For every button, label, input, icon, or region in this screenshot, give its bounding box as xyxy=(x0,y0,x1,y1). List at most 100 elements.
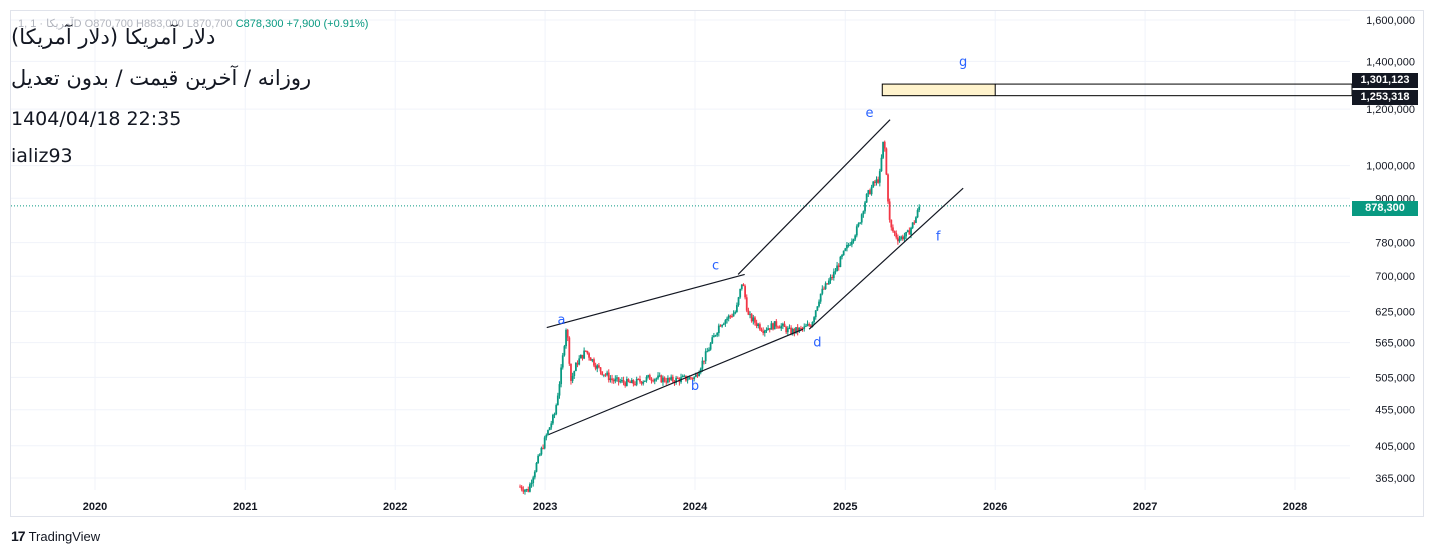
candle-body xyxy=(609,378,612,381)
candle-body xyxy=(793,329,796,333)
candle-body xyxy=(855,226,858,236)
candle-body xyxy=(836,265,838,272)
candle-body xyxy=(906,230,909,233)
candle-body xyxy=(598,365,600,368)
candle-body xyxy=(750,314,753,322)
candle-body xyxy=(625,378,628,386)
candle-body xyxy=(545,434,548,438)
candle-body xyxy=(614,378,617,382)
candle-body xyxy=(583,350,586,359)
candle-body xyxy=(706,351,709,353)
candle-body xyxy=(586,350,589,354)
tradingview-logo-text: TradingView xyxy=(28,528,101,544)
candle-body xyxy=(699,368,702,373)
candle-body xyxy=(842,250,845,256)
candle-body xyxy=(745,297,748,311)
candle-body xyxy=(847,244,850,246)
candle-body xyxy=(596,365,599,369)
candle-body xyxy=(880,157,883,172)
candle-body xyxy=(727,315,730,319)
chart-datetime: 1404/04/18 22:35 xyxy=(11,108,182,130)
candle-body xyxy=(877,179,880,183)
candle-body xyxy=(768,328,771,330)
candle-body xyxy=(778,327,781,329)
candle-body xyxy=(547,430,549,435)
ohlc-readout: 1, آمریکا · 1D O870,700 H883,000 L870,70… xyxy=(18,17,368,30)
candle-body xyxy=(898,238,901,242)
candle-body xyxy=(560,367,563,385)
target-zone-box xyxy=(881,83,1353,97)
tradingview-logo[interactable]: 17 TradingView xyxy=(11,528,100,544)
x-tick-label: 2027 xyxy=(1133,501,1157,513)
ohlc-open-high-low: 1, آمریکا · 1D O870,700 H883,000 L870,70… xyxy=(18,18,233,30)
grid-layer xyxy=(11,11,1352,490)
candle-body xyxy=(617,377,620,382)
candle-body xyxy=(832,271,835,278)
candle-body xyxy=(860,214,863,223)
ohlc-change: +7,900 (+0.91%) xyxy=(286,18,369,30)
candle-body xyxy=(892,227,894,232)
candle-body xyxy=(803,326,806,329)
candle-body xyxy=(735,305,738,312)
candle-body xyxy=(742,284,745,287)
x-tick-label: 2024 xyxy=(683,501,708,513)
candle-body xyxy=(571,375,574,381)
candle-body xyxy=(901,236,904,240)
candle-body xyxy=(573,371,576,376)
target-lower-price-tag: 1,253,318 xyxy=(1352,90,1418,105)
candle-body xyxy=(755,322,758,327)
candle-body xyxy=(890,219,893,228)
candle-body xyxy=(643,380,646,382)
candle-body xyxy=(859,222,861,224)
candle-body xyxy=(708,349,710,352)
candle-body xyxy=(798,327,801,332)
candle-body xyxy=(576,362,579,365)
trendline xyxy=(737,119,891,275)
candle-body xyxy=(662,377,664,383)
candle-body xyxy=(709,343,712,350)
candle-body xyxy=(533,471,536,478)
candle-body xyxy=(552,414,554,424)
candle-layer xyxy=(519,140,921,495)
candle-body xyxy=(570,363,572,381)
candle-body xyxy=(809,325,812,327)
candle-body xyxy=(653,379,656,382)
target-zone-shaded xyxy=(882,84,996,96)
candle-body xyxy=(594,365,597,369)
candle-body xyxy=(875,179,878,184)
candle-body xyxy=(522,489,525,492)
candle-body xyxy=(796,327,799,332)
candle-body xyxy=(681,376,684,378)
candle-body xyxy=(765,330,768,332)
candle-body xyxy=(553,414,556,416)
candle-body xyxy=(616,377,618,379)
candle-body xyxy=(624,382,627,386)
candle-body xyxy=(819,293,822,302)
candle-body xyxy=(762,330,765,334)
candle-body xyxy=(732,313,735,317)
candle-body xyxy=(867,190,870,194)
candle-body xyxy=(816,306,819,311)
candle-body xyxy=(524,490,526,492)
candle-body xyxy=(529,484,531,492)
y-tick-label: 565,000 xyxy=(1375,338,1415,350)
candle-body xyxy=(579,354,582,359)
candle-body xyxy=(660,375,663,383)
candle-body xyxy=(694,374,697,377)
candle-body xyxy=(823,288,825,290)
candle-body xyxy=(910,227,912,235)
candle-body xyxy=(668,377,671,380)
candle-body xyxy=(650,379,653,381)
candle-body xyxy=(734,311,737,314)
candle-body xyxy=(839,256,842,268)
candle-body xyxy=(568,337,571,364)
candle-body xyxy=(896,237,899,242)
candle-body xyxy=(844,248,847,251)
candle-body xyxy=(758,324,761,330)
candle-body xyxy=(795,327,797,333)
candle-body xyxy=(721,324,724,327)
candle-body xyxy=(719,325,722,327)
candle-body xyxy=(831,277,834,279)
candle-body xyxy=(575,362,577,372)
candle-body xyxy=(563,346,566,356)
